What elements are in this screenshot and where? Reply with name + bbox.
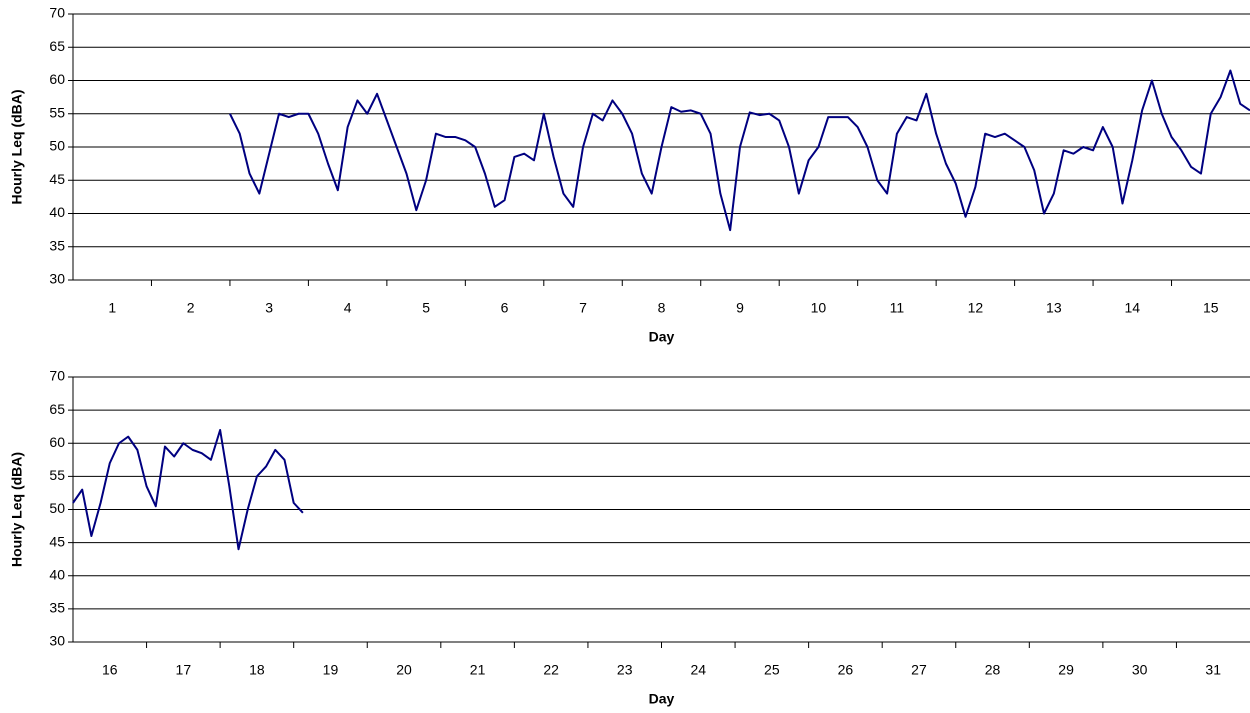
x-tick-label: 9 — [736, 300, 744, 316]
x-tick-label: 17 — [176, 662, 192, 678]
y-tick-label: 55 — [49, 104, 65, 120]
x-tick-label: 3 — [265, 300, 273, 316]
y-tick-label: 65 — [49, 38, 65, 54]
y-tick-label: 40 — [49, 204, 65, 220]
x-tick-label: 6 — [501, 300, 509, 316]
y-tick-label: 60 — [49, 434, 65, 450]
x-tick-label: 24 — [690, 662, 706, 678]
x-tick-label: 16 — [102, 662, 118, 678]
x-tick-label: 10 — [811, 300, 827, 316]
x-tick-label: 5 — [422, 300, 430, 316]
x-tick-label: 30 — [1132, 662, 1148, 678]
x-tick-label: 27 — [911, 662, 927, 678]
y-tick-label: 40 — [49, 566, 65, 582]
x-tick-label: 7 — [579, 300, 587, 316]
x-tick-label: 20 — [396, 662, 412, 678]
data-line — [229, 69, 1250, 232]
y-tick-label: 45 — [49, 533, 65, 549]
y-tick-label: 35 — [49, 237, 65, 253]
y-tick-label: 70 — [49, 5, 65, 21]
y-tick-label: 70 — [49, 368, 65, 384]
x-tick-label: 14 — [1125, 300, 1141, 316]
y-tick-label: 65 — [49, 401, 65, 417]
x-tick-label: 25 — [764, 662, 780, 678]
x-tick-label: 11 — [890, 300, 905, 316]
x-axis-label: Day — [649, 329, 675, 345]
y-tick-label: 60 — [49, 71, 65, 87]
y-axis-label: Hourly Leq (dBA) — [9, 89, 25, 204]
y-tick-label: 30 — [49, 633, 65, 649]
x-tick-label: 22 — [543, 662, 559, 678]
x-tick-label: 21 — [470, 662, 486, 678]
x-tick-label: 23 — [617, 662, 633, 678]
x-tick-label: 15 — [1203, 300, 1219, 316]
x-tick-label: 28 — [985, 662, 1001, 678]
x-tick-label: 18 — [249, 662, 265, 678]
x-tick-label: 26 — [838, 662, 854, 678]
y-axis-label: Hourly Leq (dBA) — [9, 452, 25, 567]
data-line — [72, 429, 304, 551]
x-axis-label: Day — [649, 691, 675, 707]
x-tick-label: 2 — [187, 300, 195, 316]
x-tick-label: 31 — [1205, 662, 1221, 678]
x-tick-label: 4 — [344, 300, 352, 316]
y-tick-label: 50 — [49, 138, 65, 154]
y-tick-label: 45 — [49, 171, 65, 187]
x-tick-label: 29 — [1058, 662, 1074, 678]
x-tick-label: 19 — [323, 662, 339, 678]
y-tick-label: 55 — [49, 467, 65, 483]
x-tick-label: 13 — [1046, 300, 1062, 316]
y-tick-label: 30 — [49, 271, 65, 287]
y-tick-label: 50 — [49, 500, 65, 516]
x-tick-label: 1 — [108, 300, 116, 316]
y-tick-label: 35 — [49, 600, 65, 616]
x-tick-label: 8 — [658, 300, 666, 316]
x-tick-label: 12 — [968, 300, 984, 316]
